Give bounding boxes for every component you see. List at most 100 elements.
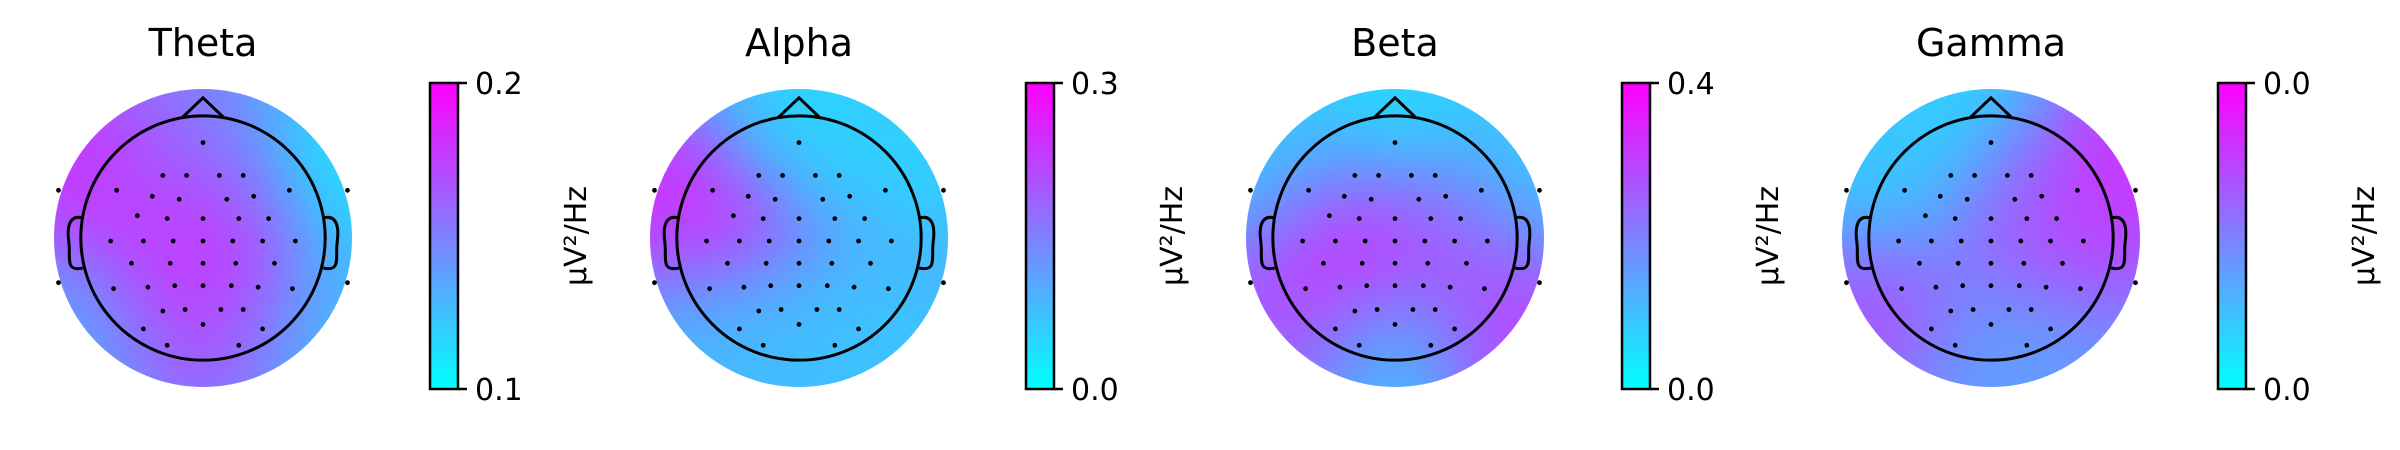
sensor-dot [224,196,230,202]
sensor-dot [200,322,206,327]
sensor-dot [851,284,857,290]
colorbar-min-label: 0.1 [475,373,523,408]
topomap-heatmap [1842,89,2140,387]
sensor-dot [2005,173,2010,178]
sensor-dot [1392,322,1398,327]
sensor-dot [1844,280,1849,286]
panel-title: Beta [1351,21,1439,65]
sensor-dot [1988,283,1994,289]
sensor-dot [1988,216,1994,222]
sensor-dot [1929,326,1934,332]
sensor-dot [1352,173,1358,178]
head-outline [1867,114,2115,362]
sensor-dot [172,283,178,289]
sensor-dot [1988,260,1994,266]
sensor-dot [829,260,835,266]
sensor-dot [868,260,873,266]
sensor-dot [652,280,657,286]
sensor-dot [345,280,350,286]
right-ear-outline [918,215,936,271]
sensor-dot [1356,216,1362,222]
sensor-dot [2133,187,2138,193]
sensor-dot [1933,284,1939,290]
sensor-dot [240,173,246,178]
sensor-dot [1392,238,1398,244]
sensor-dot [56,280,61,286]
sensor-dot [1356,342,1362,348]
sensor-dot [218,307,224,312]
sensor-dot [1416,196,1422,202]
sensor-dot [1923,213,1928,219]
sensor-dot [1537,187,1542,193]
sensor-dot [1899,286,1904,292]
sensor-dot [836,173,842,178]
sensor-dot [826,238,832,244]
sensor-dot [796,322,802,327]
sensor-dot [287,187,292,193]
sensor-dot [1428,216,1434,222]
sensor-dot [1902,187,1907,193]
colorbar-min-label: 0.0 [1667,373,1715,408]
sensor-dot [824,283,830,289]
sensor-dot [2006,307,2012,312]
right-ear-outline [1514,215,1532,271]
sensor-dot [1452,238,1457,244]
sensor-dot [856,238,861,244]
sensor-dot [1303,286,1308,292]
colorbar-max-label: 0.4 [1667,67,1715,102]
sensor-dot [2075,187,2080,193]
sensor-dot [1422,238,1428,244]
sensor-dot [1988,238,1994,244]
sensor-dot [704,238,709,244]
sensor-dot [756,173,762,178]
sensor-dot [200,260,206,266]
sensor-dot [200,216,206,222]
sensor-dot [883,187,888,193]
sensor-dot [1972,173,1977,178]
sensor-dot [236,342,242,348]
sensor-dot [1333,238,1338,244]
left-ear-outline [662,215,680,271]
sensor-dot [731,213,736,219]
sensor-dot [164,342,170,348]
sensor-dot [293,238,298,244]
sensor-dot [1248,187,1253,193]
sensor-dot [847,193,853,199]
sensor-dot [710,187,715,193]
sensor-dot [230,238,236,244]
nose-outline [181,95,225,118]
sensor-dot [56,187,61,193]
sensor-dot [780,173,785,178]
nose-outline [1373,95,1417,118]
sensor-dot [266,216,271,222]
sensor-dot [1458,216,1463,222]
sensor-dot [345,187,350,193]
sensor-dot [741,284,747,290]
sensor-dot [836,307,842,312]
sensor-dot [164,216,170,222]
sensor-dot [768,283,774,289]
colorbar-axis-label: µV²/Hz [1751,186,1786,286]
sensor-dot [2133,280,2138,286]
colorbar-min-label: 0.0 [2263,373,2311,408]
sensor-dot [2018,238,2024,244]
sensor-dot [1482,286,1487,292]
sensor-dot [260,326,265,332]
sensor-dot [796,260,802,266]
sensor-dot [1409,173,1414,178]
sensor-dot [1917,260,1922,266]
nose-outline [1969,95,2013,118]
sensor-dot [184,173,190,178]
sensor-dot [756,308,762,314]
sensor-dot [1844,187,1849,193]
sensor-dot [1362,238,1368,244]
sensor-dot [1896,238,1901,244]
sensor-dot [1248,280,1253,286]
sensor-dot [217,173,222,178]
colorbar [1024,81,1056,391]
sensor-dot [114,187,119,193]
sensor-dot [108,238,113,244]
sensor-dot [778,307,784,312]
topomap-heatmap [54,89,352,387]
sensor-dot [2078,286,2083,292]
